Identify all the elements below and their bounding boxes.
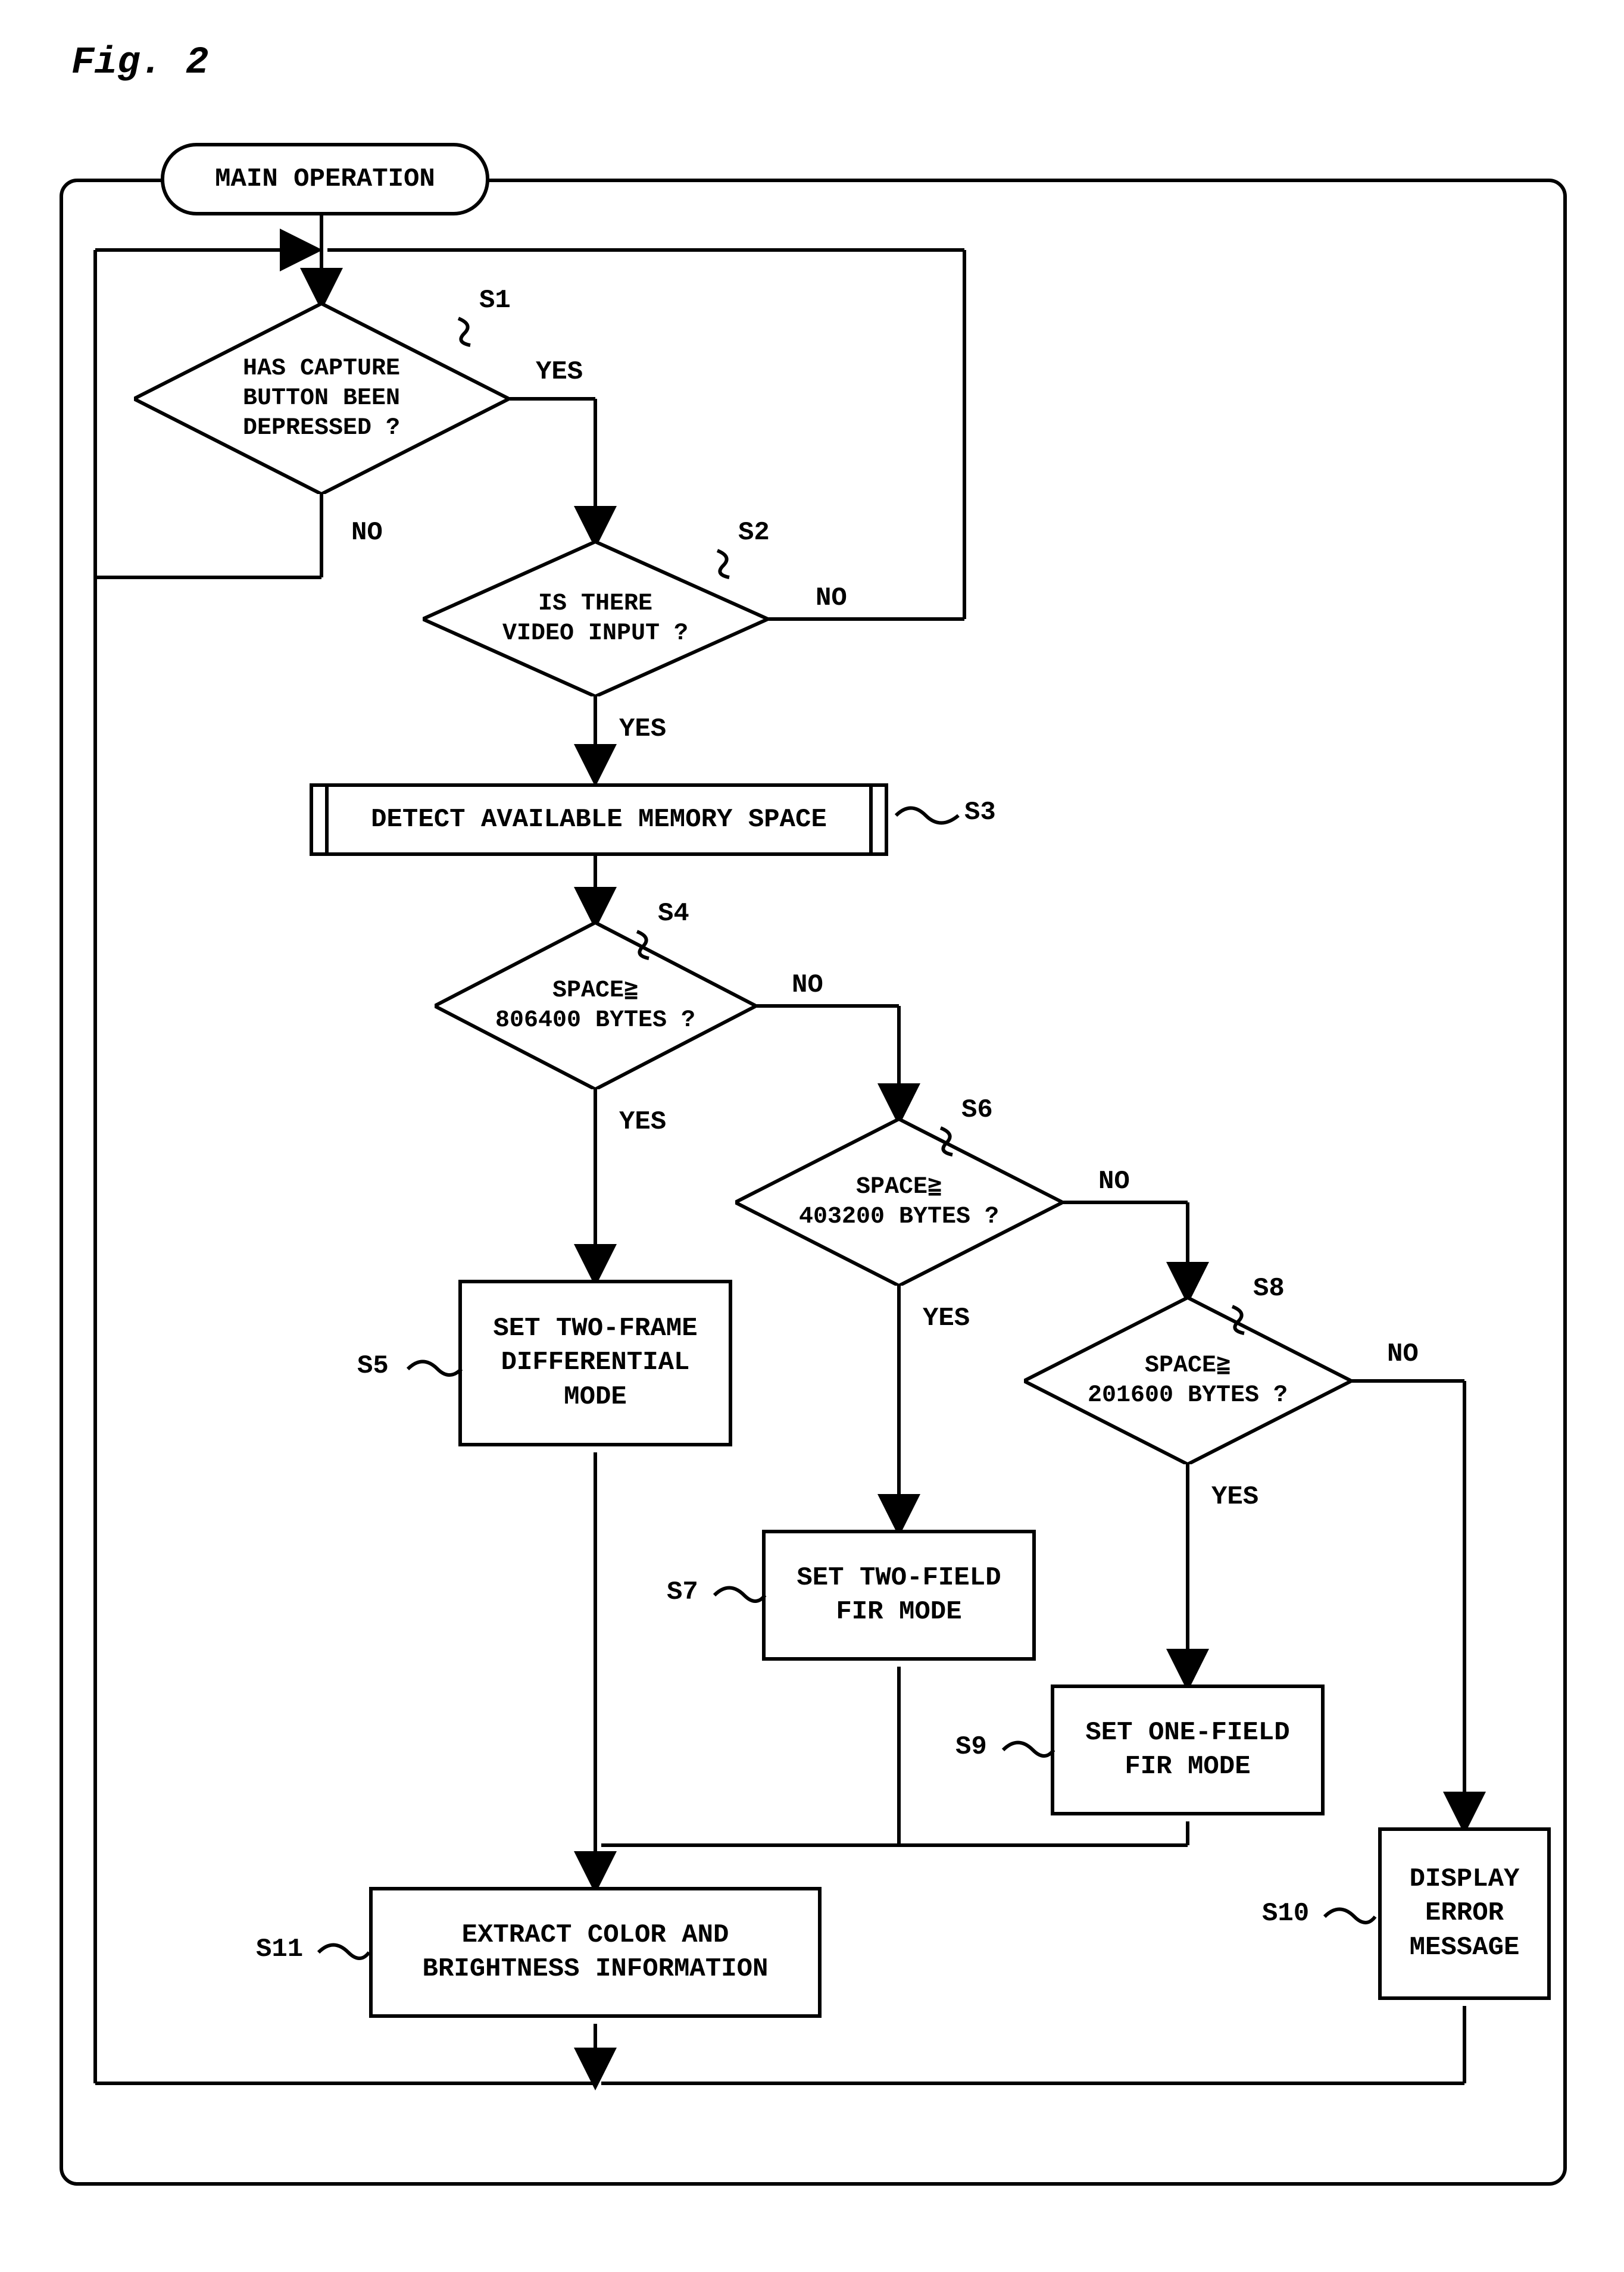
process-s5-text: SET TWO-FRAME DIFFERENTIAL MODE [493,1312,697,1414]
process-s11-text: EXTRACT COLOR AND BRIGHTNESS INFORMATION [423,1918,769,1986]
process-s5: SET TWO-FRAME DIFFERENTIAL MODE [458,1280,732,1446]
s6-no-label: NO [1098,1167,1130,1196]
s8-step: S8 [1253,1274,1285,1304]
s2-yes-label: YES [619,714,666,744]
s1-step: S1 [479,286,511,315]
s6-yes-label: YES [923,1304,970,1333]
s8-yes-label: YES [1211,1482,1258,1512]
s9-step: S9 [955,1732,987,1762]
s5-step: S5 [357,1351,389,1381]
process-s9: SET ONE-FIELD FIR MODE [1051,1685,1325,1815]
s7-step: S7 [667,1577,698,1607]
s2-no-label: NO [816,583,847,613]
s10-step: S10 [1262,1899,1309,1929]
s10-squiggle [1322,1899,1381,1935]
process-s7: SET TWO-FIELD FIR MODE [762,1530,1036,1661]
s4-step: S4 [658,899,689,929]
s4-squiggle [631,929,667,964]
process-s10: DISPLAY ERROR MESSAGE [1378,1827,1551,2000]
s1-squiggle [452,315,488,351]
decision-s4-text: SPACE≧ 806400 BYTES ? [435,923,756,1089]
s11-squiggle [316,1935,375,1970]
s4-no-label: NO [792,970,823,1000]
s6-step: S6 [961,1095,993,1125]
s4-yes-label: YES [619,1107,666,1137]
s11-step: S11 [256,1935,303,1964]
process-s3-text: DETECT AVAILABLE MEMORY SPACE [337,787,861,852]
s8-squiggle [1226,1304,1262,1339]
s3-squiggle [893,798,964,833]
decision-s6-text: SPACE≧ 403200 BYTES ? [735,1119,1063,1286]
s2-step: S2 [738,518,770,548]
s1-no-label: NO [351,518,383,548]
s6-squiggle [935,1125,970,1161]
decision-s6: SPACE≧ 403200 BYTES ? [735,1119,1063,1286]
process-s9-text: SET ONE-FIELD FIR MODE [1085,1716,1289,1784]
process-s11: EXTRACT COLOR AND BRIGHTNESS INFORMATION [369,1887,822,2018]
s2-squiggle [711,548,747,583]
s8-no-label: NO [1387,1339,1419,1369]
decision-s8: SPACE≧ 201600 BYTES ? [1024,1298,1351,1464]
s1-yes-label: YES [536,357,583,387]
s3-step: S3 [964,798,996,827]
process-s10-text: DISPLAY ERROR MESSAGE [1410,1862,1520,1965]
decision-s4: SPACE≧ 806400 BYTES ? [435,923,756,1089]
s9-squiggle [1000,1732,1060,1768]
process-s7-text: SET TWO-FIELD FIR MODE [797,1561,1001,1629]
process-s3: DETECT AVAILABLE MEMORY SPACE [310,783,888,856]
s7-squiggle [711,1577,771,1613]
decision-s8-text: SPACE≧ 201600 BYTES ? [1024,1298,1351,1464]
s5-squiggle [405,1351,464,1387]
